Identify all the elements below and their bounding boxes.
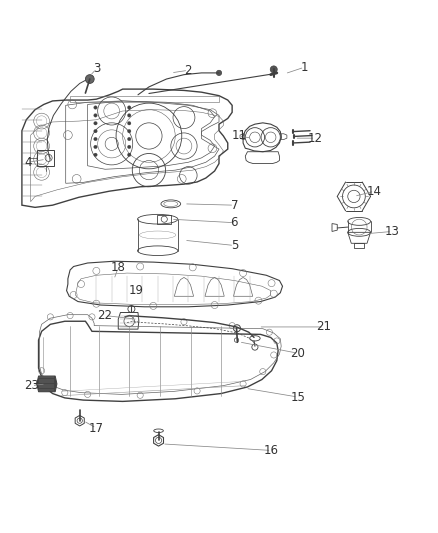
Circle shape — [85, 75, 94, 84]
Text: 1: 1 — [300, 61, 308, 74]
Circle shape — [127, 114, 131, 117]
Circle shape — [127, 106, 131, 109]
Text: 14: 14 — [367, 184, 382, 198]
Circle shape — [94, 130, 97, 133]
Text: 3: 3 — [93, 62, 100, 76]
Text: 22: 22 — [98, 309, 113, 322]
Circle shape — [270, 66, 277, 73]
Text: 2: 2 — [184, 64, 192, 77]
Text: 17: 17 — [89, 422, 104, 434]
Text: 7: 7 — [230, 199, 238, 212]
Text: 16: 16 — [264, 444, 279, 457]
Circle shape — [216, 70, 222, 76]
Text: 18: 18 — [111, 261, 126, 274]
Text: 4: 4 — [25, 156, 32, 169]
Text: 13: 13 — [385, 225, 399, 238]
Text: 15: 15 — [290, 391, 305, 403]
Circle shape — [94, 114, 97, 117]
Polygon shape — [37, 376, 57, 392]
Circle shape — [94, 138, 97, 141]
Circle shape — [94, 153, 97, 157]
Text: 19: 19 — [128, 284, 143, 297]
Text: 20: 20 — [290, 347, 305, 360]
Text: 21: 21 — [317, 320, 332, 334]
Circle shape — [127, 122, 131, 125]
Circle shape — [127, 138, 131, 141]
Text: 12: 12 — [308, 132, 323, 144]
Circle shape — [127, 145, 131, 149]
Circle shape — [127, 130, 131, 133]
Text: 5: 5 — [231, 239, 238, 252]
Circle shape — [127, 153, 131, 157]
Circle shape — [94, 145, 97, 149]
Text: 11: 11 — [231, 130, 246, 142]
Circle shape — [94, 122, 97, 125]
Circle shape — [94, 106, 97, 109]
Text: 23: 23 — [24, 379, 39, 392]
Text: 6: 6 — [230, 216, 238, 229]
